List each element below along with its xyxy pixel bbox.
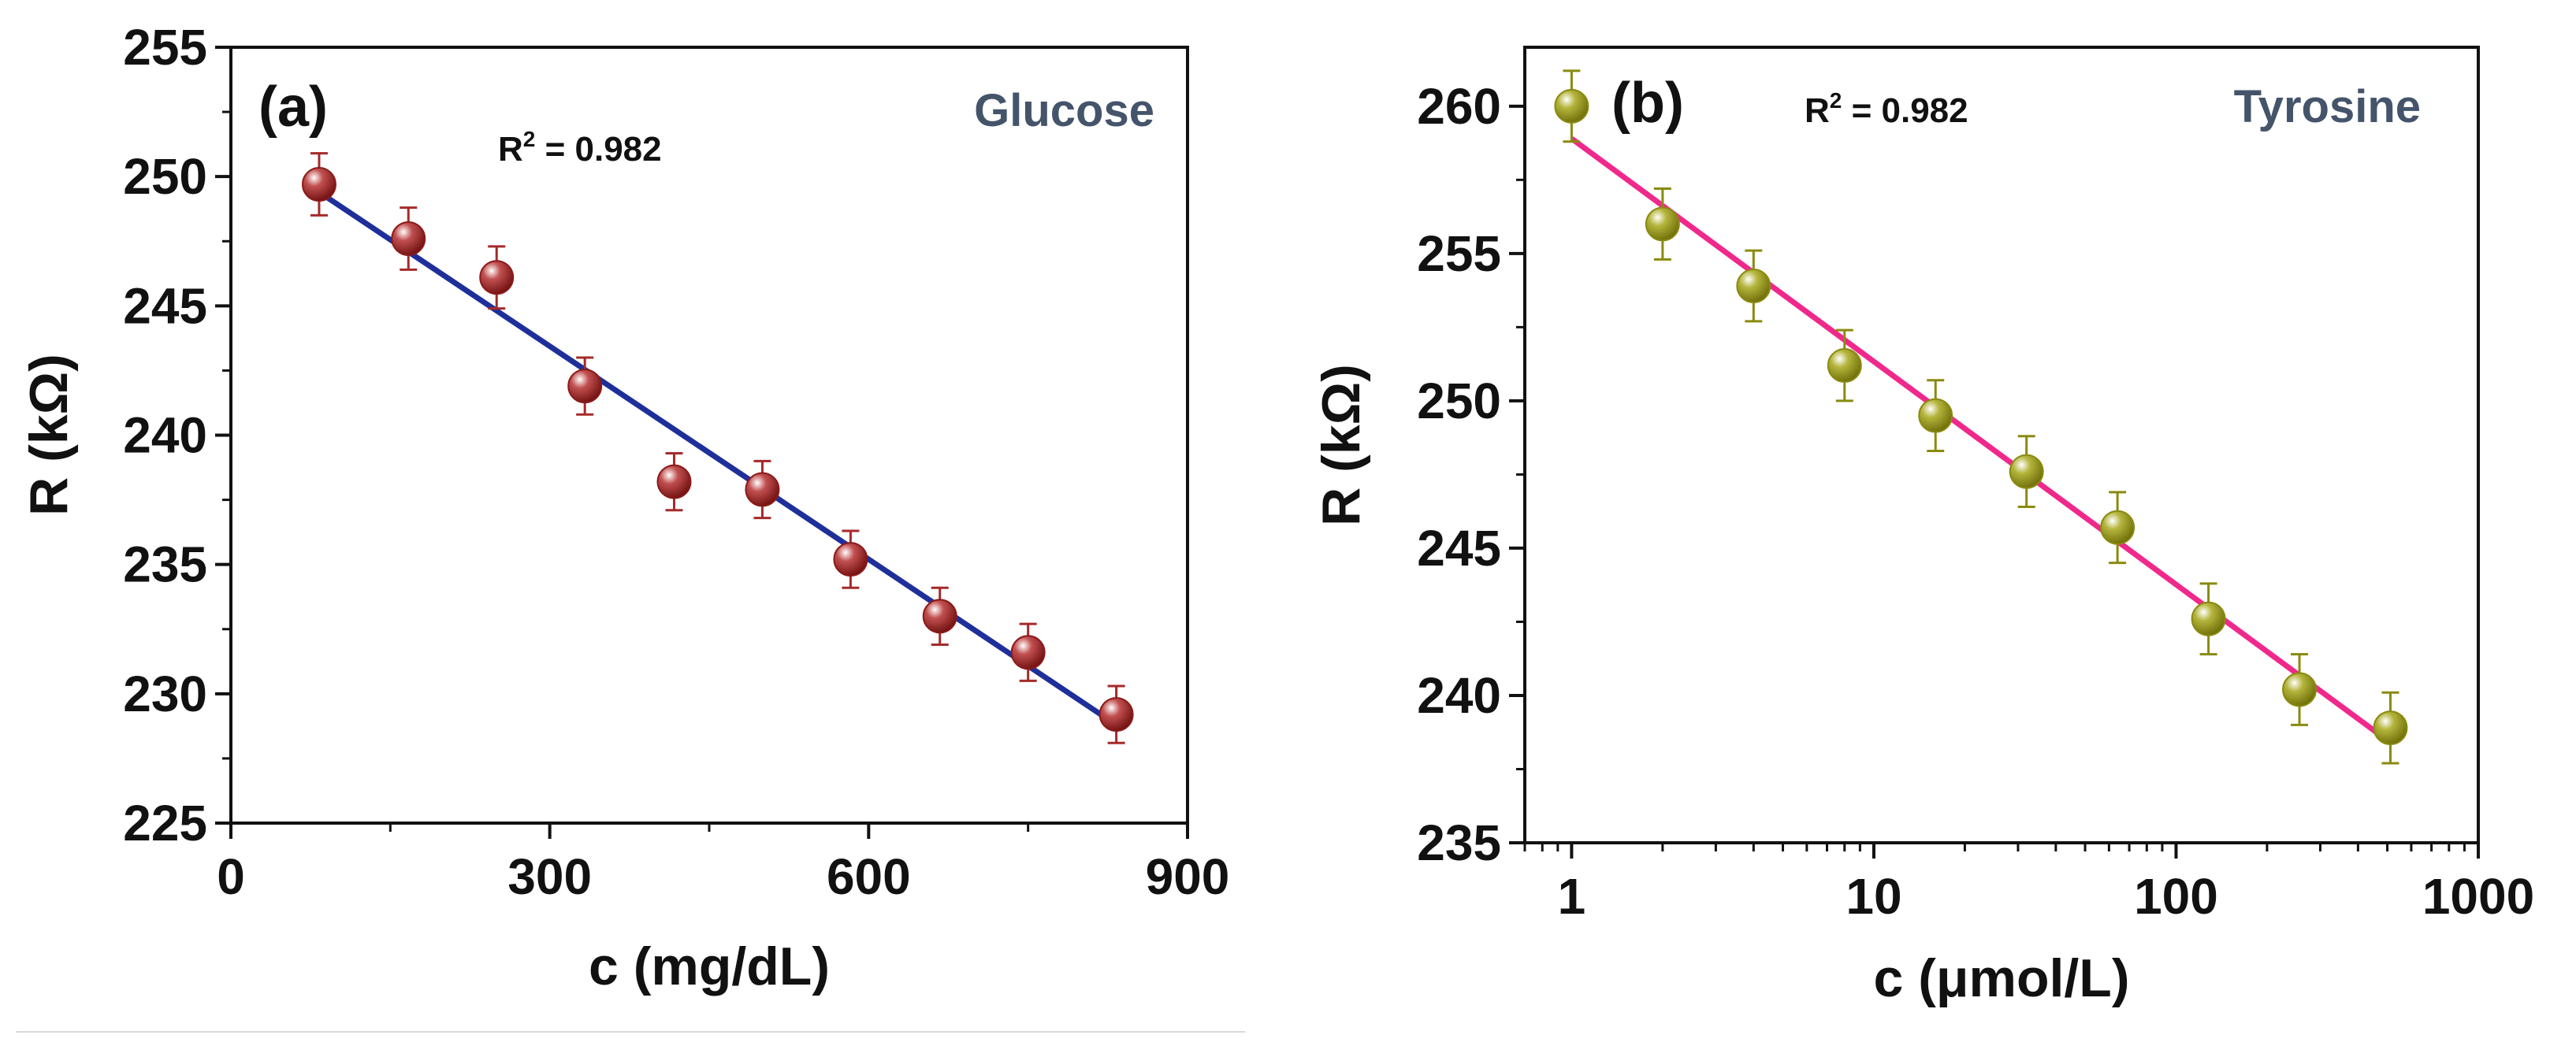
analyte-name: Glucose xyxy=(974,85,1154,136)
point-marker xyxy=(656,464,692,499)
y-tick-label: 240 xyxy=(1417,667,1501,724)
data-point xyxy=(1554,69,1589,143)
data-point xyxy=(2191,582,2226,656)
point-marker xyxy=(833,542,868,577)
y-tick-label: 250 xyxy=(1417,373,1501,429)
plot-frame xyxy=(229,46,1189,825)
y-tick-label: 255 xyxy=(1417,225,1501,282)
fit-line xyxy=(318,189,1118,728)
x-tick-label: 900 xyxy=(1146,848,1230,905)
x-tick-label: 0 xyxy=(217,848,245,905)
point-marker xyxy=(1736,269,1771,303)
analyte-name: Tyrosine xyxy=(2234,81,2421,132)
point-marker xyxy=(2282,672,2318,707)
data-point xyxy=(1736,249,1771,323)
panel-label: (b) xyxy=(1611,72,1684,135)
point-marker xyxy=(479,260,515,295)
y-tick-label: 240 xyxy=(123,407,207,464)
x-tick-label: 10 xyxy=(1846,868,1901,925)
point-marker xyxy=(2373,710,2408,746)
x-tick-label: 600 xyxy=(827,848,911,905)
data-point xyxy=(2282,653,2318,726)
point-marker xyxy=(1918,398,1953,433)
y-tick-label: 225 xyxy=(123,795,207,851)
x-tick-label: 1 xyxy=(1558,868,1586,925)
data-point xyxy=(2100,491,2136,565)
y-tick-label: 255 xyxy=(123,19,207,76)
data-point xyxy=(922,586,957,646)
plot-frame xyxy=(1523,46,2480,844)
y-axis-label: R (kΩ) xyxy=(19,354,79,516)
data-point xyxy=(479,245,515,310)
x-axis-label: c (mg/dL) xyxy=(589,937,830,996)
data-point xyxy=(2373,691,2408,765)
y-tick-label: 230 xyxy=(123,666,207,722)
data-point xyxy=(567,356,603,416)
r-squared-label: R2 = 0.982 xyxy=(1805,88,1968,130)
data-point xyxy=(2009,435,2044,509)
r-squared-label: R2 = 0.982 xyxy=(498,127,662,169)
data-point xyxy=(1098,684,1134,744)
point-marker xyxy=(567,369,603,404)
y-axis-label: R (kΩ) xyxy=(1311,364,1371,526)
data-point xyxy=(391,206,426,271)
data-point xyxy=(1827,328,1862,402)
data-point xyxy=(1918,379,1953,452)
point-marker xyxy=(1098,697,1134,733)
x-axis-label: c (μmol/L) xyxy=(1874,948,2130,1008)
y-tick-label: 235 xyxy=(1417,814,1501,871)
point-marker xyxy=(2191,601,2226,636)
x-tick-label: 100 xyxy=(2134,868,2218,925)
point-marker xyxy=(301,167,336,202)
y-tick-label: 245 xyxy=(1417,520,1501,577)
point-marker xyxy=(745,472,780,507)
y-tick-label: 260 xyxy=(1417,78,1501,135)
point-marker xyxy=(1645,206,1680,242)
point-marker xyxy=(1827,348,1862,383)
data-point xyxy=(301,152,336,217)
fit-line xyxy=(1570,136,2392,745)
point-marker xyxy=(922,599,957,634)
chart-panel-tyrosine: 235 240 245 250 255 260 1 10 100 1000 (b) R2 = 0.… xyxy=(1311,46,2534,1008)
point-marker xyxy=(1554,88,1589,124)
panel-label: (a) xyxy=(258,76,328,139)
y-tick-label: 235 xyxy=(123,536,207,593)
point-marker xyxy=(391,221,426,256)
y-tick-label: 245 xyxy=(123,277,207,334)
data-point xyxy=(745,459,780,520)
data-point xyxy=(656,451,692,512)
data-point xyxy=(833,529,868,589)
point-marker xyxy=(2009,454,2044,489)
chart-panel-glucose: 225 230 235 240 245 250 255 0 300 600 900 (a) R2 =… xyxy=(19,19,1229,996)
data-point xyxy=(1010,622,1046,682)
y-tick-label: 250 xyxy=(123,148,207,205)
x-tick-label: 1000 xyxy=(2422,868,2534,925)
point-marker xyxy=(1010,635,1046,670)
x-tick-label: 300 xyxy=(507,848,592,905)
point-marker xyxy=(2100,510,2136,545)
data-point xyxy=(1645,187,1680,261)
